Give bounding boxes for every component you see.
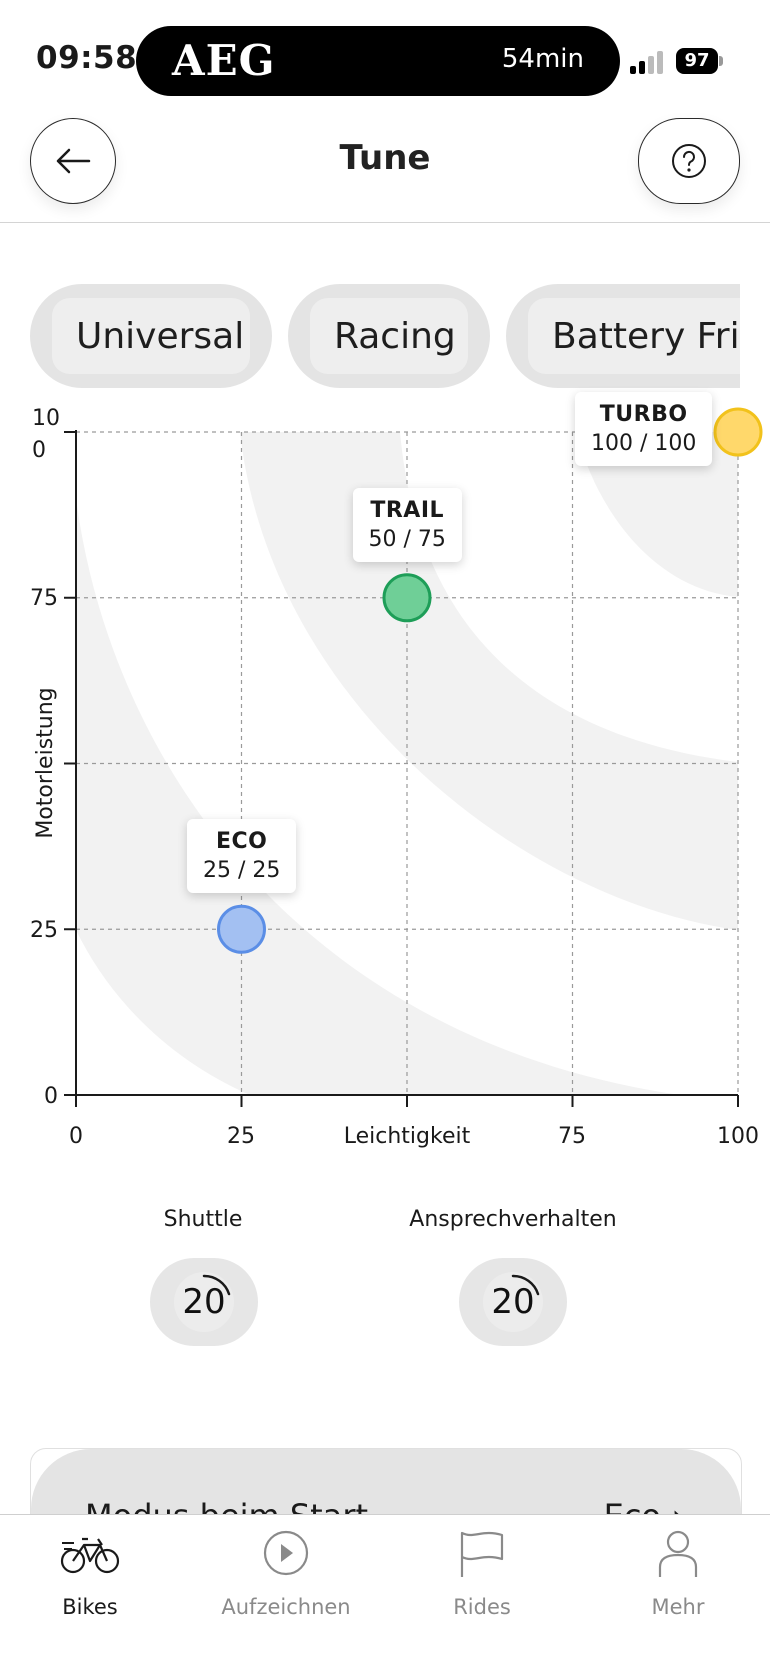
person-icon <box>658 1530 698 1577</box>
tab-highlight <box>528 298 740 374</box>
page-title: Tune <box>339 138 431 178</box>
tab-highlight <box>52 298 250 374</box>
x-tick-label: 75 <box>558 1124 586 1149</box>
x-tick-label: 25 <box>227 1124 255 1149</box>
back-button[interactable] <box>30 118 116 204</box>
tooltip-mode-name: TRAIL <box>370 497 445 523</box>
tab-universal[interactable]: Universal <box>30 284 272 388</box>
tooltip-trail: TRAIL 50 / 75 <box>352 487 462 562</box>
mode-point-trail[interactable] <box>382 573 432 623</box>
shuttle-label: Shuttle <box>163 1207 243 1232</box>
tab-label: Racing <box>334 316 456 357</box>
nav-more[interactable]: Mehr <box>598 1515 758 1635</box>
tooltip-mode-value: 25 / 25 <box>203 858 281 884</box>
chart-axes <box>64 430 739 1107</box>
dial-arc-icon <box>202 1274 231 1296</box>
chart-band <box>576 432 738 597</box>
y-tick-label: 25 <box>30 918 58 943</box>
response-dial[interactable]: 20 <box>459 1258 567 1346</box>
battery-icon: 97 <box>676 48 718 74</box>
dynamic-island: AEG 54min <box>136 26 620 96</box>
mode-point-turbo[interactable] <box>713 407 763 457</box>
response-label: Ansprechverhalten <box>409 1207 617 1232</box>
y-tick-label: 0 <box>44 1084 58 1109</box>
tab-racing[interactable]: Racing <box>288 284 490 388</box>
shuttle-dial[interactable]: 20 <box>150 1258 258 1346</box>
y-tick-label: 75 <box>30 586 58 611</box>
tooltip-mode-value: 100 / 100 <box>591 431 697 456</box>
nav-label: Mehr <box>651 1595 705 1619</box>
play-circle-icon <box>263 1530 309 1576</box>
x-axis-title: Leichtigkeit <box>344 1124 471 1149</box>
tooltip-turbo: TURBO 100 / 100 <box>575 392 713 466</box>
question-circle-icon <box>672 144 706 178</box>
battery-nub <box>719 56 723 66</box>
signal-icon <box>630 50 670 74</box>
bottom-nav: Bikes Aufzeichnen Rides Mehr <box>0 1514 770 1675</box>
tooltip-eco: ECO 25 / 25 <box>187 819 297 894</box>
help-button[interactable] <box>638 118 740 204</box>
mode-point-eco[interactable] <box>217 904 266 954</box>
brand-logo: AEG <box>172 36 276 85</box>
shuttle-value: 20 <box>182 1282 226 1322</box>
chart-points <box>217 407 763 954</box>
nav-bikes[interactable]: Bikes <box>10 1515 170 1635</box>
status-time: 09:58 <box>36 40 138 76</box>
response-value: 20 <box>491 1282 535 1322</box>
dial-arc-icon <box>511 1274 540 1296</box>
bike-icon <box>60 1537 120 1574</box>
y-tick-label: 0 <box>32 438 46 463</box>
header-divider <box>0 222 770 223</box>
y-tick-label: 10 <box>32 406 60 431</box>
ride-timer: 54min <box>501 44 584 74</box>
nav-label: Aufzeichnen <box>221 1595 351 1619</box>
nav-label: Bikes <box>62 1595 118 1619</box>
arrow-left-icon <box>56 148 91 174</box>
flag-icon <box>460 1531 504 1577</box>
tooltip-mode-name: TURBO <box>599 402 688 427</box>
tab-battery-friendly[interactable]: Battery Frie <box>506 284 740 388</box>
tab-label: Universal <box>76 316 245 357</box>
x-tick-label: 100 <box>717 1124 759 1149</box>
y-axis-title: Motorleistung <box>33 687 58 838</box>
dial-knob <box>174 1272 234 1332</box>
x-tick-label: 0 <box>69 1124 83 1149</box>
tab-label: Battery Frie <box>552 316 740 357</box>
nav-rides[interactable]: Rides <box>402 1515 562 1635</box>
preset-tabs: Universal Racing Battery Frie <box>30 284 740 388</box>
dial-knob <box>483 1272 543 1332</box>
tooltip-mode-name: ECO <box>216 829 268 855</box>
nav-record[interactable]: Aufzeichnen <box>206 1515 366 1635</box>
tab-highlight <box>310 298 468 374</box>
nav-label: Rides <box>453 1595 511 1619</box>
tooltip-mode-value: 50 / 75 <box>368 526 446 552</box>
